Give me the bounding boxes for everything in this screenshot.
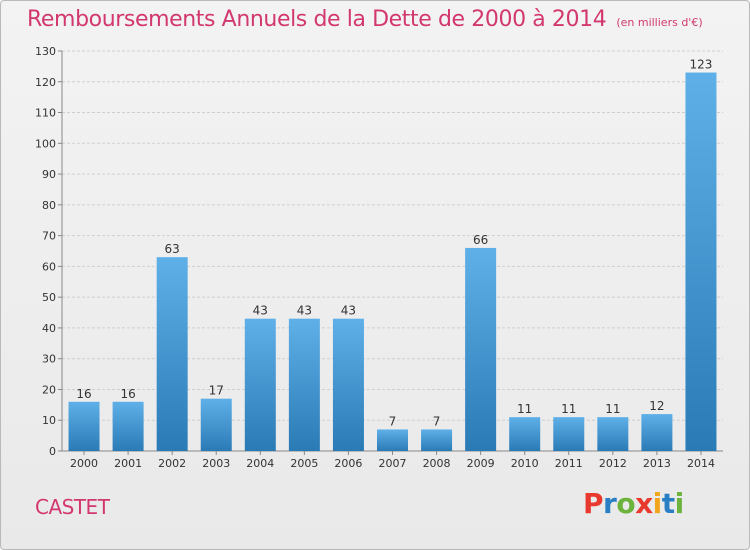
- bar: [421, 429, 453, 451]
- chart-title: Remboursements Annuels de la Dette de 20…: [27, 7, 703, 32]
- data-label: 7: [433, 414, 441, 428]
- y-tick-label: 50: [42, 291, 56, 304]
- logo-letter: i: [674, 487, 685, 520]
- data-label: 17: [209, 384, 224, 398]
- y-tick-label: 70: [42, 230, 56, 243]
- bar: [509, 417, 541, 451]
- x-tick-label: 2003: [202, 457, 230, 470]
- x-tick-label: 2009: [467, 457, 495, 470]
- bar: [288, 318, 320, 451]
- data-label: 123: [690, 58, 713, 72]
- logo-letter: x: [635, 487, 653, 520]
- y-tick-label: 110: [35, 107, 56, 120]
- data-label: 16: [120, 387, 135, 401]
- bar: [553, 417, 585, 451]
- data-label: 12: [649, 399, 664, 413]
- y-tick-label: 0: [49, 445, 56, 458]
- data-label: 16: [76, 387, 91, 401]
- data-label: 63: [165, 242, 180, 256]
- y-tick-label: 40: [42, 322, 56, 335]
- logo-letter: t: [661, 487, 675, 520]
- x-tick-label: 2011: [555, 457, 583, 470]
- bar: [112, 401, 144, 451]
- y-tick-label: 100: [35, 137, 56, 150]
- data-label: 11: [561, 402, 576, 416]
- bar: [244, 318, 276, 451]
- data-label: 66: [473, 233, 488, 247]
- logo-letter: P: [583, 487, 604, 520]
- bar: [377, 429, 408, 451]
- logo-letter: i: [652, 487, 663, 520]
- bar: [685, 72, 717, 452]
- y-tick-label: 90: [42, 168, 56, 181]
- bar: [332, 318, 364, 451]
- city-name: CASTET: [35, 495, 110, 519]
- x-tick-label: 2005: [290, 457, 318, 470]
- x-tick-label: 2001: [114, 457, 142, 470]
- bar: [597, 417, 629, 451]
- x-tick-label: 2014: [687, 457, 715, 470]
- x-tick-label: 2013: [643, 457, 671, 470]
- y-tick-label: 30: [42, 353, 56, 366]
- bar: [200, 398, 232, 451]
- x-tick-label: 2008: [423, 457, 451, 470]
- y-tick-label: 120: [35, 76, 56, 89]
- chart-unit-note: (en milliers d'€): [616, 16, 703, 29]
- y-tick-label: 20: [42, 383, 56, 396]
- data-label: 43: [297, 304, 312, 318]
- data-label: 7: [389, 414, 397, 428]
- data-label: 11: [605, 402, 620, 416]
- data-label: 43: [341, 304, 356, 318]
- bar: [68, 401, 100, 451]
- bar-chart: 0 10 20 30 40 50 60 70 80 90 100 110 120 130 16 2000 16 2…: [35, 45, 723, 470]
- bar: [641, 414, 673, 451]
- x-tick-label: 2006: [334, 457, 362, 470]
- x-tick-label: 2010: [511, 457, 539, 470]
- bar: [465, 247, 497, 451]
- data-label: 43: [253, 304, 268, 318]
- x-tick-label: 2000: [70, 457, 98, 470]
- x-tick-label: 2007: [379, 457, 407, 470]
- logo-letter: r: [603, 487, 617, 520]
- y-tick-label: 80: [42, 199, 56, 212]
- logo-letter: o: [616, 487, 636, 520]
- x-tick-label: 2002: [158, 457, 186, 470]
- x-tick-label: 2012: [599, 457, 627, 470]
- proxiti-logo: Proxiti: [583, 487, 684, 520]
- y-tick-label: 10: [42, 414, 56, 427]
- y-tick-label: 60: [42, 260, 56, 273]
- x-tick-label: 2004: [246, 457, 274, 470]
- data-label: 11: [517, 402, 532, 416]
- bar: [156, 257, 188, 451]
- y-tick-label: 130: [35, 45, 56, 58]
- chart-title-text: Remboursements Annuels de la Dette de 20…: [27, 7, 607, 32]
